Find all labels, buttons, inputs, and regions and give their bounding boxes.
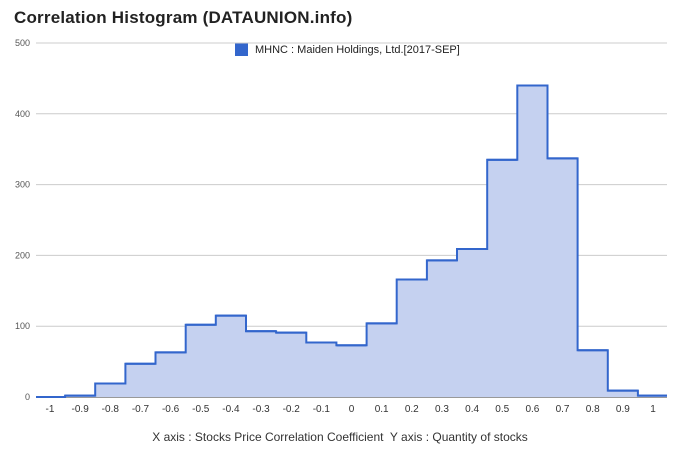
y-tick-label: 400 bbox=[15, 109, 30, 119]
chart-title: Correlation Histogram (DATAUNION.info) bbox=[14, 8, 353, 27]
x-tick-label: 0.4 bbox=[465, 404, 479, 415]
axis-description: X axis : Stocks Price Correlation Coeffi… bbox=[152, 430, 528, 444]
y-tick-label: 0 bbox=[25, 392, 30, 402]
y-tick-label: 100 bbox=[15, 321, 30, 331]
legend[interactable]: MHNC : Maiden Holdings, Ltd.[2017-SEP] bbox=[235, 43, 460, 56]
y-axis-ticks: 0 100 200 300 400 500 bbox=[15, 38, 30, 402]
legend-swatch bbox=[235, 43, 248, 56]
x-tick-label: 0.7 bbox=[556, 404, 570, 415]
x-tick-label: -0.1 bbox=[313, 404, 331, 415]
y-tick-label: 500 bbox=[15, 38, 30, 48]
x-tick-label: 0.6 bbox=[525, 404, 539, 415]
x-tick-label: 1 bbox=[650, 404, 656, 415]
legend-label: MHNC : Maiden Holdings, Ltd.[2017-SEP] bbox=[255, 43, 460, 56]
x-tick-label: 0.2 bbox=[405, 404, 419, 415]
histogram-fill bbox=[36, 85, 667, 397]
x-tick-label: -1 bbox=[46, 404, 55, 415]
y-tick-label: 300 bbox=[15, 180, 30, 190]
x-tick-label: -0.3 bbox=[252, 404, 270, 415]
x-tick-label: -0.5 bbox=[192, 404, 210, 415]
x-tick-label: -0.8 bbox=[102, 404, 120, 415]
y-tick-label: 200 bbox=[15, 250, 30, 260]
x-tick-label: 0.1 bbox=[375, 404, 389, 415]
x-tick-label: 0.8 bbox=[586, 404, 600, 415]
x-tick-label: -0.6 bbox=[162, 404, 180, 415]
x-tick-label: 0.5 bbox=[495, 404, 509, 415]
x-tick-label: -0.4 bbox=[222, 404, 240, 415]
x-tick-label: 0 bbox=[349, 404, 355, 415]
x-tick-label: 0.3 bbox=[435, 404, 449, 415]
x-tick-label: -0.9 bbox=[72, 404, 90, 415]
x-tick-label: -0.2 bbox=[283, 404, 301, 415]
x-tick-label: -0.7 bbox=[132, 404, 150, 415]
histogram-area bbox=[36, 84, 667, 398]
x-axis-ticks: -1 -0.9 -0.8 -0.7 -0.6 -0.5 -0.4 -0.3 -0.2 -0.1 0 0… bbox=[46, 404, 657, 415]
x-tick-label: 0.9 bbox=[616, 404, 630, 415]
